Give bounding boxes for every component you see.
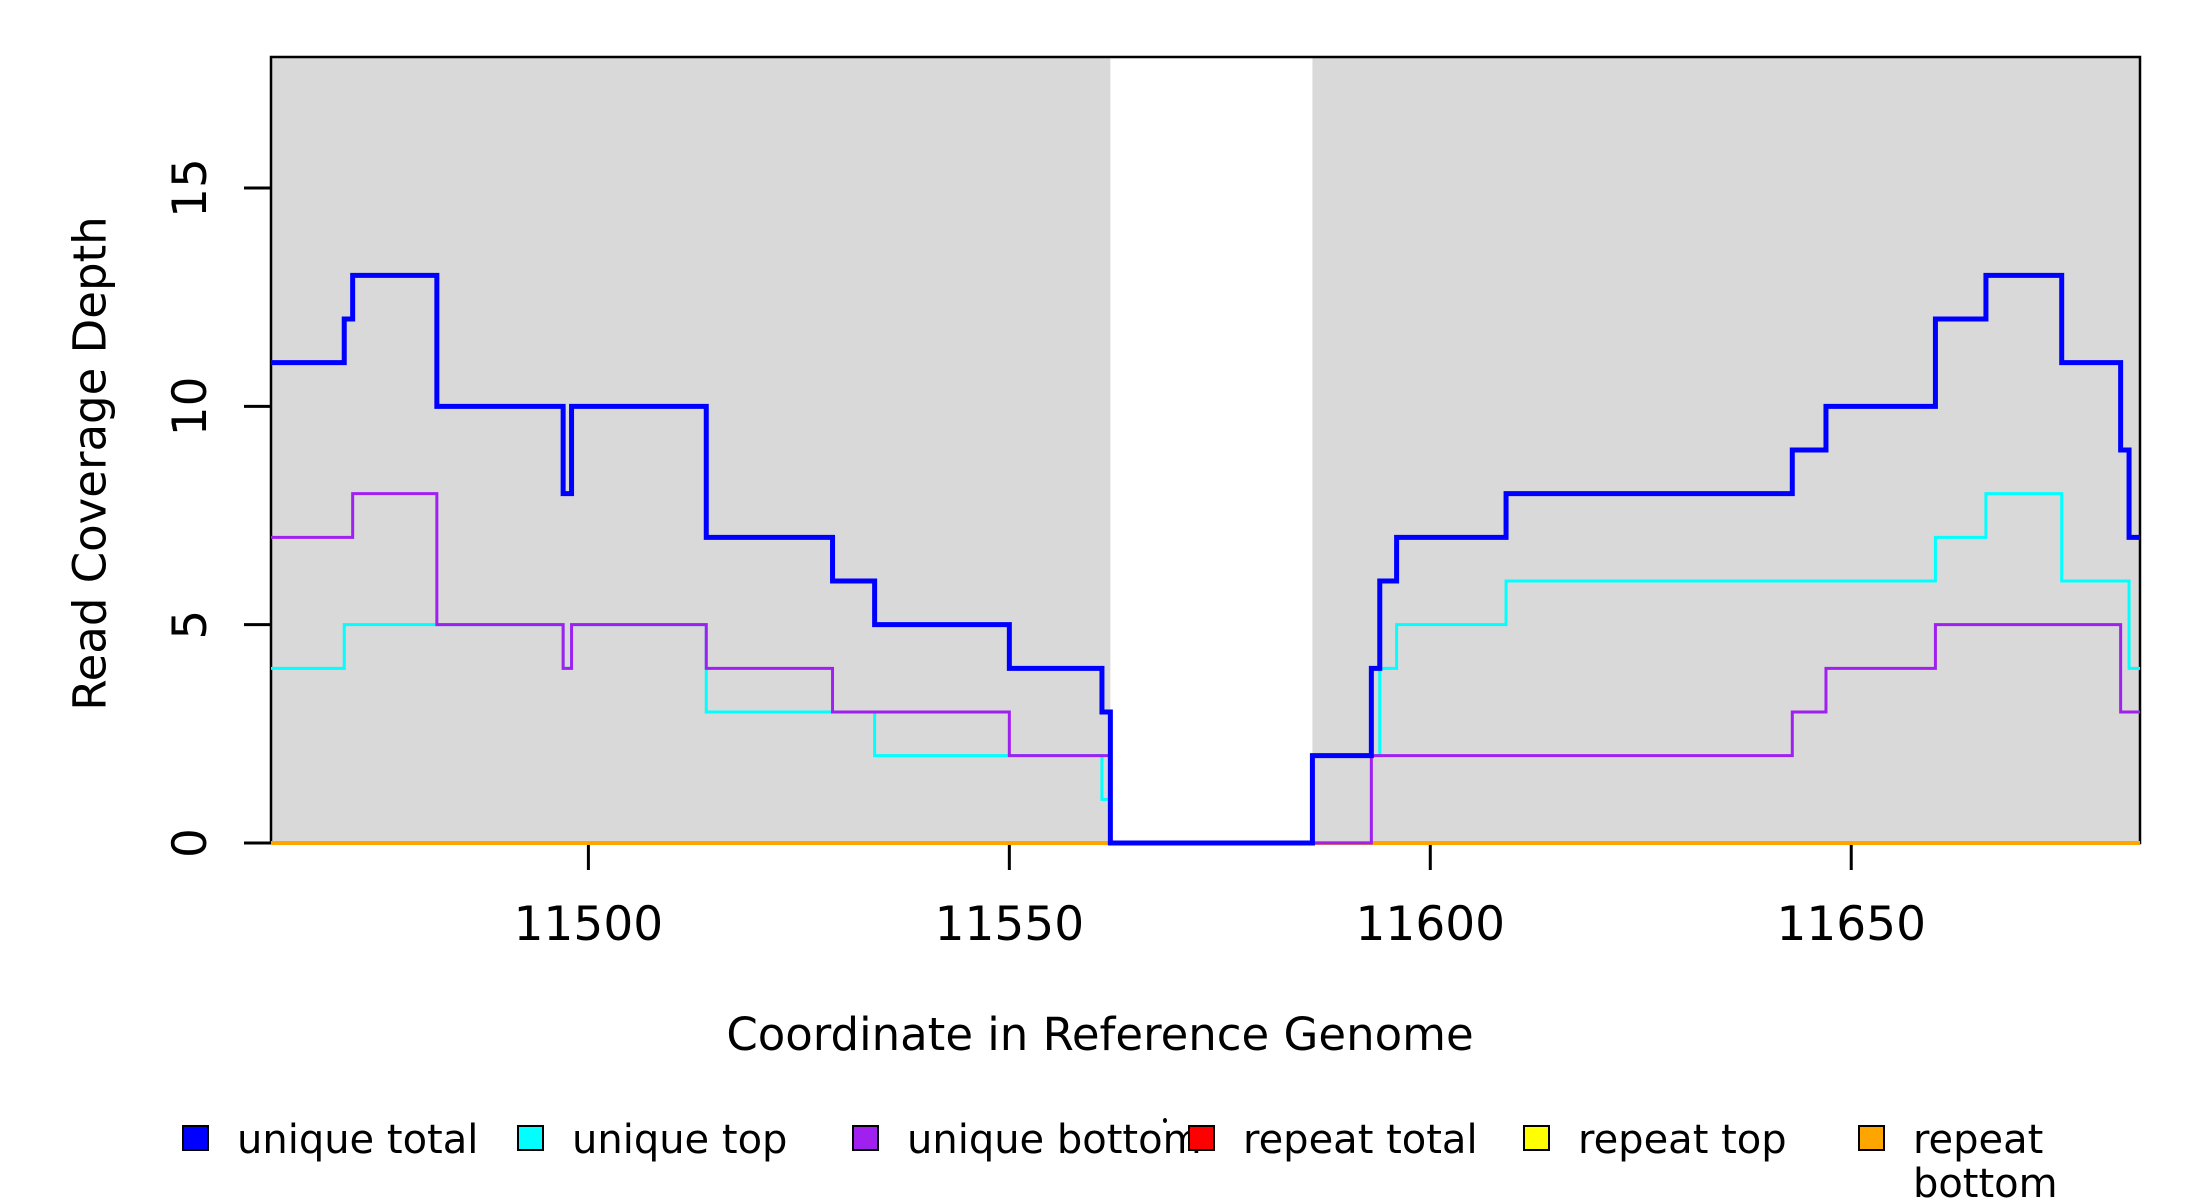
y-axis-title: Read Coverage Depth [63,216,117,711]
x-axis-title: Coordinate in Reference Genome [726,1008,1474,1061]
svg-text:15: 15 [163,158,218,218]
svg-text:10: 10 [163,376,218,436]
svg-text:11600: 11600 [1356,897,1506,952]
svg-text:11650: 11650 [1776,897,1926,952]
stray-dot-artifact [1163,1118,1167,1123]
svg-text:11550: 11550 [935,897,1085,952]
svg-text:0: 0 [163,828,218,858]
svg-text:5: 5 [163,610,218,640]
svg-text:11500: 11500 [514,897,664,952]
